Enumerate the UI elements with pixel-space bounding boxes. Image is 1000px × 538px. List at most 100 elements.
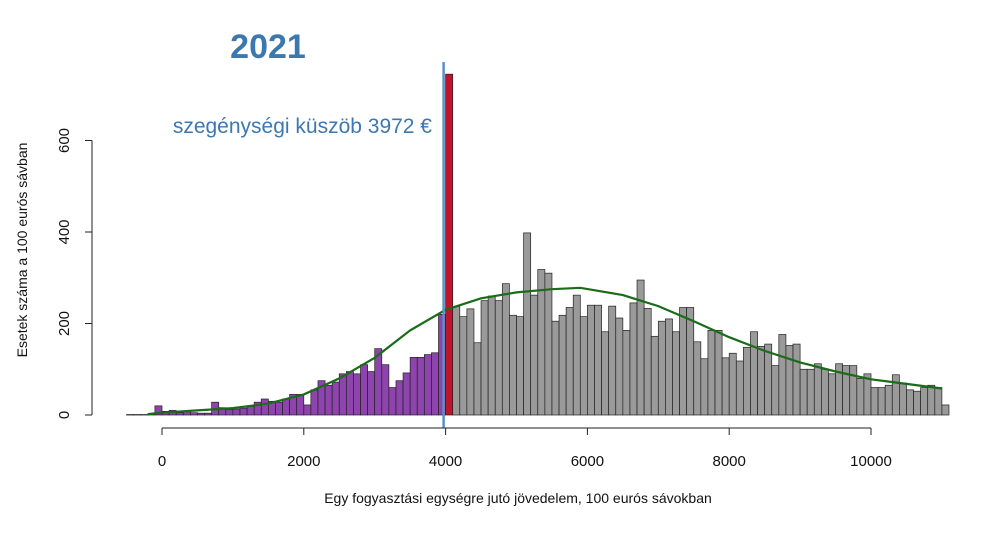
y-tick-label: 400 bbox=[56, 219, 73, 244]
x-tick-label: 0 bbox=[158, 453, 166, 470]
histogram-bar bbox=[501, 283, 510, 416]
histogram-bar bbox=[204, 412, 212, 416]
histogram-bar bbox=[771, 365, 780, 416]
y-tick-label: 0 bbox=[56, 411, 73, 419]
histogram-bar bbox=[785, 345, 794, 416]
histogram-bar bbox=[941, 404, 950, 416]
histogram-bar bbox=[296, 394, 305, 416]
histogram-bar bbox=[324, 384, 333, 416]
histogram-bar bbox=[870, 387, 879, 416]
histogram-bar bbox=[190, 412, 198, 416]
histogram-bar bbox=[764, 343, 773, 416]
histogram-bar bbox=[523, 232, 532, 416]
histogram-bar bbox=[672, 331, 680, 416]
histogram-bar bbox=[260, 398, 269, 416]
histogram-bar bbox=[445, 73, 454, 416]
histogram-bar bbox=[750, 331, 758, 416]
histogram-bar bbox=[282, 398, 290, 416]
histogram-bar bbox=[423, 354, 432, 416]
histogram-bar bbox=[579, 316, 588, 416]
histogram-bar bbox=[381, 364, 390, 416]
histogram-bar bbox=[806, 368, 815, 416]
x-axis-title: Egy fogyasztási egységre jutó jövedelem,… bbox=[324, 490, 712, 506]
histogram-bar bbox=[452, 306, 461, 416]
histogram-bar bbox=[714, 330, 723, 416]
histogram-bar bbox=[828, 373, 836, 416]
histogram-bar bbox=[799, 368, 808, 416]
histogram-bar bbox=[516, 316, 524, 416]
histogram-bar bbox=[757, 346, 765, 416]
histogram-bar bbox=[891, 374, 900, 416]
histogram-bar bbox=[409, 357, 418, 416]
histogram-bar bbox=[679, 307, 688, 416]
histogram-bar bbox=[565, 307, 574, 416]
chart-title: 2021 bbox=[230, 28, 306, 66]
histogram-bar bbox=[140, 414, 149, 416]
histogram-bar bbox=[877, 387, 886, 416]
histogram-bar bbox=[544, 272, 553, 416]
histogram-bar bbox=[402, 372, 411, 416]
histogram-bar bbox=[707, 330, 716, 416]
histogram-bar bbox=[509, 314, 517, 416]
histogram-bar bbox=[473, 342, 482, 416]
histogram-bar bbox=[778, 334, 787, 416]
histogram-bar bbox=[466, 308, 475, 416]
x-tick-label: 4000 bbox=[429, 453, 462, 470]
y-tick-label: 200 bbox=[56, 311, 73, 336]
threshold-label: szegénységi küszöb 3972 € bbox=[173, 115, 432, 138]
histogram-bar bbox=[303, 404, 312, 416]
histogram-bar bbox=[700, 358, 709, 416]
histogram-bar bbox=[338, 373, 347, 416]
histogram-bar bbox=[721, 357, 730, 416]
histogram-bar bbox=[331, 381, 340, 416]
histogram-bar bbox=[622, 330, 631, 416]
histogram-bar bbox=[459, 316, 468, 416]
histogram-bar bbox=[906, 389, 914, 416]
histogram-bar bbox=[133, 414, 142, 416]
histogram-bar bbox=[849, 365, 858, 416]
histogram-bar bbox=[728, 352, 737, 416]
y-tick-label: 600 bbox=[56, 128, 73, 153]
histogram-bar bbox=[558, 314, 567, 416]
histogram-bar bbox=[735, 360, 744, 416]
histogram-bar bbox=[239, 407, 248, 416]
histogram-bar bbox=[232, 408, 241, 416]
x-tick-label: 2000 bbox=[287, 453, 320, 470]
fitted-curve bbox=[147, 286, 943, 416]
histogram-bar bbox=[395, 380, 404, 416]
histogram-bar bbox=[487, 295, 496, 416]
x-tick-label: 10000 bbox=[850, 453, 892, 470]
y-axis-title: Esetek száma a 100 eurós sávban bbox=[14, 143, 30, 358]
histogram-bar bbox=[551, 320, 560, 416]
histogram-bar bbox=[686, 307, 695, 416]
histogram-bar bbox=[530, 294, 539, 416]
histogram-bar bbox=[388, 387, 397, 416]
histogram-bar bbox=[913, 390, 921, 416]
histogram-bar bbox=[494, 300, 503, 416]
histogram-bar bbox=[643, 308, 652, 416]
histogram-bar bbox=[813, 363, 822, 416]
histogram-bar bbox=[353, 373, 361, 416]
histogram-bar bbox=[629, 302, 638, 416]
histogram-bar bbox=[197, 412, 205, 416]
histogram-bar bbox=[367, 371, 376, 416]
x-tick-label: 8000 bbox=[713, 453, 746, 470]
histogram-bar bbox=[154, 405, 163, 416]
histogram-bar bbox=[884, 384, 893, 416]
x-tick-label: 6000 bbox=[571, 453, 604, 470]
histogram-bar bbox=[693, 341, 702, 416]
histogram-bar bbox=[225, 409, 234, 416]
histogram-bar bbox=[856, 378, 865, 416]
histogram-bar bbox=[657, 320, 666, 416]
histogram-bar bbox=[821, 368, 829, 416]
histogram-bar bbox=[275, 401, 283, 416]
histogram-bar bbox=[927, 384, 936, 416]
x-axis: 0 2000 4000 6000 8000 10000 bbox=[158, 427, 892, 470]
histogram-bar bbox=[310, 389, 319, 416]
histogram-bar bbox=[246, 405, 255, 416]
histogram-bar bbox=[480, 300, 489, 416]
histogram-bar bbox=[587, 304, 595, 416]
histogram-bar bbox=[650, 335, 659, 416]
histogram-bar bbox=[416, 357, 425, 416]
